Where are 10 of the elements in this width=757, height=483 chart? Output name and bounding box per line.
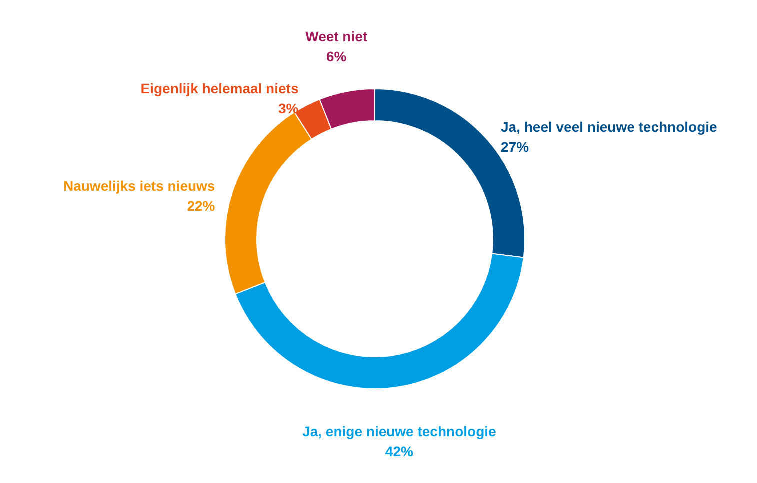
- data-label: 27%: [501, 138, 530, 155]
- slice-label: Weet niet: [306, 28, 368, 45]
- slice-label: Ja, enige nieuwe technologie: [302, 423, 497, 440]
- data-label: 3%: [278, 100, 300, 116]
- data-label: 6%: [326, 48, 348, 65]
- data-label: 42%: [385, 443, 414, 460]
- data-label: 22%: [187, 198, 216, 214]
- slice-label: Eigenlijk helemaal niets: [140, 80, 299, 96]
- slice-label: Nauwelijks iets nieuws: [63, 178, 216, 194]
- slice-label: Ja, heel veel nieuwe technologie: [501, 118, 718, 135]
